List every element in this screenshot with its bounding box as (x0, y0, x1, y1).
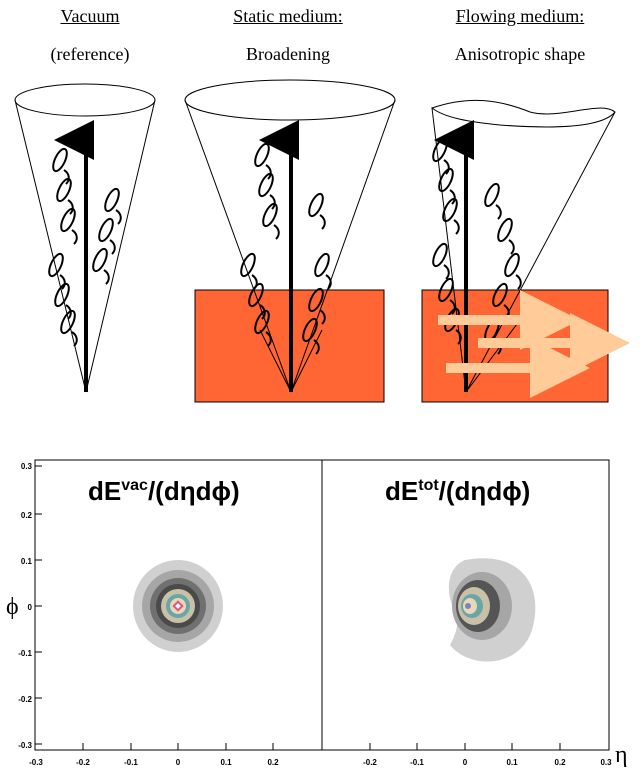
tick-marks (35, 465, 561, 750)
panel-title-flowing: Flowing medium: (455, 6, 585, 26)
svg-text:-0.1: -0.1 (410, 758, 424, 767)
svg-text:0.2: 0.2 (554, 758, 566, 767)
svg-text:0.2: 0.2 (21, 511, 33, 520)
cone-rim (14, 83, 156, 117)
x-axis-label: η (615, 742, 628, 768)
cone-edge (290, 99, 396, 393)
svg-text:0.2: 0.2 (267, 758, 279, 767)
vacuum-energy-contour (133, 560, 223, 652)
y-tick-labels: 0.3 0.2 0.1 0 -0.1 -0.2 -0.3 (18, 462, 32, 750)
svg-text:-0.2: -0.2 (18, 695, 32, 704)
right-plot-title: dEtot/(dηdϕ) (385, 476, 530, 506)
y-axis-label: ϕ (6, 594, 19, 620)
cone-edge (85, 99, 156, 393)
panel-subtitle-static: Broadening (246, 44, 330, 64)
cone-edge (14, 99, 87, 393)
flowing-medium-diagram (421, 99, 630, 403)
panel-title-vacuum: Vacuum (60, 6, 120, 26)
panel-subtitle-vacuum: (reference) (50, 44, 130, 64)
flow-arrows (438, 290, 630, 398)
svg-text:0.1: 0.1 (21, 557, 33, 566)
panel-title-static: Static medium: (233, 6, 343, 26)
svg-text:-0.1: -0.1 (124, 758, 138, 767)
contour-plots: dEvac/(dηdϕ) dEtot/(dηdϕ) ϕ η 0.3 0.2 0.… (6, 459, 628, 768)
cone-edge (184, 99, 292, 393)
vacuum-cone-diagram (14, 83, 156, 393)
svg-text:0.1: 0.1 (506, 758, 518, 767)
svg-text:-0.2: -0.2 (363, 758, 377, 767)
panel-subtitle-flowing: Anisotropic shape (454, 44, 586, 64)
svg-text:-0.3: -0.3 (18, 741, 32, 750)
svg-text:0.1: 0.1 (220, 758, 232, 767)
svg-text:0: 0 (28, 603, 33, 612)
total-energy-contour (448, 558, 536, 662)
left-plot-title: dEvac/(dηdϕ) (88, 476, 240, 506)
svg-text:0: 0 (176, 758, 181, 767)
svg-text:-0.2: -0.2 (76, 758, 90, 767)
cone-rim (430, 99, 616, 128)
svg-text:-0.1: -0.1 (18, 649, 32, 658)
x-tick-labels-left: -0.3 -0.2 -0.1 0 0.1 0.2 (29, 758, 279, 767)
svg-text:0: 0 (463, 758, 468, 767)
cone-rim (184, 79, 396, 121)
svg-text:0.3: 0.3 (21, 462, 33, 471)
svg-text:0.3: 0.3 (600, 758, 612, 767)
static-medium-diagram (184, 79, 396, 403)
x-tick-labels-right: -0.2 -0.1 0 0.1 0.2 0.3 (363, 758, 612, 767)
svg-text:-0.3: -0.3 (29, 758, 43, 767)
